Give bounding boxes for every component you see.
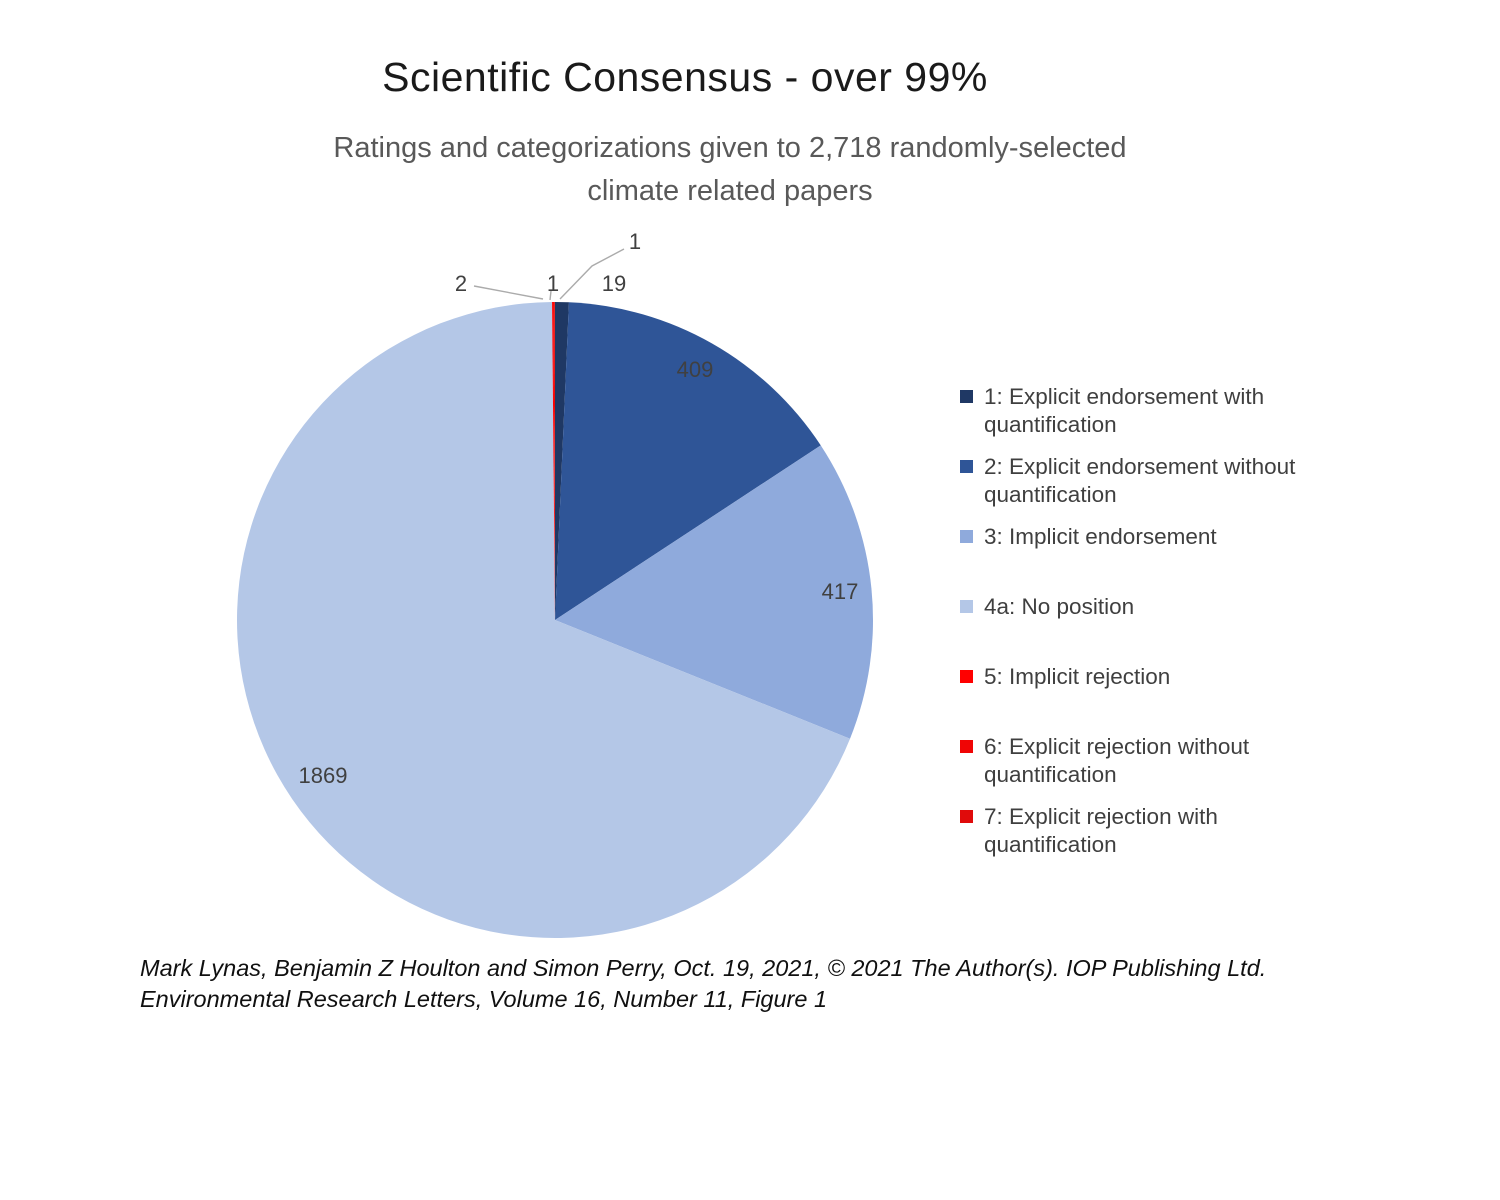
leader-line-implicit-rejection: [473, 285, 544, 300]
legend-swatch: [960, 530, 973, 543]
legend-swatch: [960, 460, 973, 473]
pie-slice-no-position: [237, 302, 851, 938]
chart-subtitle: Ratings and categorizations given to 2,7…: [0, 127, 1460, 213]
leader-line-explicit-rejection-with-quantification: [559, 248, 625, 300]
legend-swatch: [960, 810, 973, 823]
citation-line2: Environmental Research Letters, Volume 1…: [140, 985, 828, 1012]
citation: Mark Lynas, Benjamin Z Houlton and Simon…: [140, 953, 1266, 1014]
legend-item-explicit-rejection-with-quantification: 7: Explicit rejection with quantificatio…: [960, 803, 1299, 873]
legend-label: 2: Explicit endorsement without quantifi…: [984, 454, 1296, 508]
data-label-explicit-endorsement-without-quantification: 409: [677, 357, 714, 382]
legend-swatch: [960, 670, 973, 683]
citation-line1: Mark Lynas, Benjamin Z Houlton and Simon…: [140, 955, 1267, 981]
legend: 1: Explicit endorsement with quantificat…: [960, 383, 1299, 873]
legend-swatch: [960, 390, 973, 403]
leader-lines: [473, 248, 625, 301]
data-label-no-position: 1869: [299, 763, 348, 788]
legend-label: 3: Implicit endorsement: [984, 524, 1217, 549]
pie-slice-explicit-endorsement-with-quantification: [555, 302, 569, 620]
chart-subtitle-line2: climate related papers: [587, 174, 873, 207]
leader-line-explicit-rejection-without-quantification: [549, 290, 552, 301]
pie-slice-explicit-rejection-with-quantification: [554, 301, 555, 620]
legend-label: 6: Explicit rejection without quantifica…: [984, 734, 1250, 788]
legend-item-no-position: 4a: No position: [960, 593, 1299, 663]
pie-slice-explicit-endorsement-without-quantification: [555, 302, 821, 620]
pie-slice-explicit-rejection-without-quantification: [553, 301, 555, 620]
data-label-explicit-rejection-without-quantification: 1: [547, 271, 559, 296]
pie-data-labels: 409 417 1869 2 1 1 19: [299, 229, 859, 788]
data-label-implicit-endorsement: 417: [822, 579, 859, 604]
legend-swatch: [960, 600, 973, 613]
legend-label: 1: Explicit endorsement with quantificat…: [984, 384, 1265, 438]
chart-title: Scientific Consensus - over 99%: [382, 54, 988, 100]
legend-item-implicit-rejection: 5: Implicit rejection: [960, 663, 1299, 733]
legend-label: 5: Implicit rejection: [984, 664, 1171, 689]
legend-label: 4a: No position: [984, 594, 1135, 619]
legend-item-explicit-rejection-without-quantification: 6: Explicit rejection without quantifica…: [960, 733, 1299, 803]
pie-slice-implicit-endorsement: [555, 445, 874, 739]
data-label-explicit-rejection-with-quantification: 1: [629, 229, 641, 254]
pie-slice-implicit-rejection: [552, 302, 555, 620]
data-label-implicit-rejection: 2: [455, 271, 467, 296]
legend-swatch: [960, 740, 973, 753]
legend-item-explicit-endorsement-with-quantification: 1: Explicit endorsement with quantificat…: [960, 383, 1299, 453]
pie-slices: [237, 301, 874, 938]
data-label-explicit-endorsement-with-quantification: 19: [602, 271, 626, 296]
legend-label: 7: Explicit rejection with quantificatio…: [984, 804, 1218, 858]
chart-subtitle-line1: Ratings and categorizations given to 2,7…: [333, 132, 1127, 164]
legend-item-explicit-endorsement-without-quantification: 2: Explicit endorsement without quantifi…: [960, 453, 1299, 523]
legend-item-implicit-endorsement: 3: Implicit endorsement: [960, 523, 1299, 593]
